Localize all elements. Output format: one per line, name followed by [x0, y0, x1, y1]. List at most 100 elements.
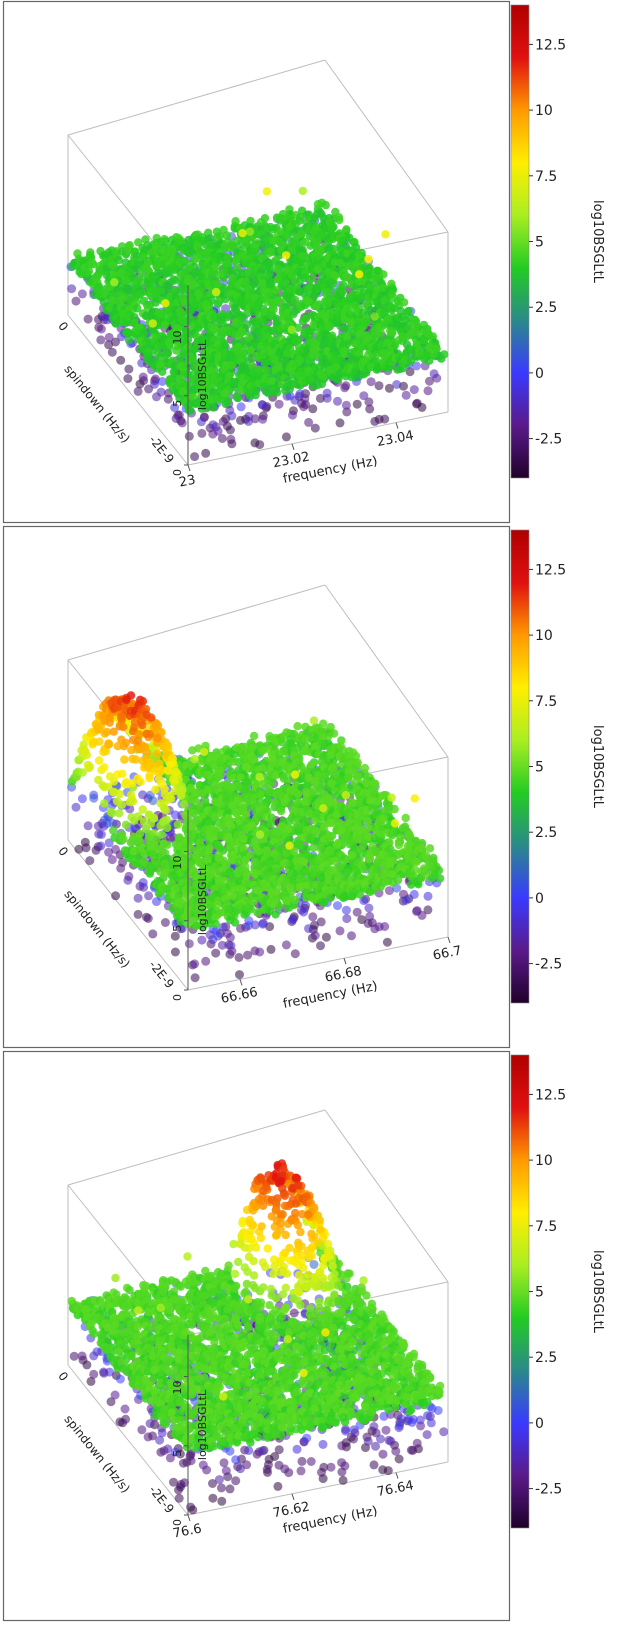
data-point	[272, 286, 280, 294]
data-point	[163, 841, 171, 849]
data-point	[146, 774, 154, 782]
data-point	[118, 801, 126, 809]
data-point	[238, 229, 246, 237]
base-slab-point	[144, 914, 153, 923]
data-point	[163, 824, 171, 832]
colorbar-tick-label: 5	[535, 235, 544, 251]
data-point	[136, 778, 144, 786]
base-slab-point	[82, 843, 91, 852]
base-slab-point	[365, 912, 374, 921]
base-slab-point	[410, 890, 419, 899]
data-point	[129, 797, 137, 805]
colorbar-tick-label: 7.5	[535, 169, 557, 185]
data-point	[379, 270, 387, 278]
base-slab-point	[424, 892, 433, 901]
data-point	[106, 718, 114, 726]
data-point	[161, 321, 169, 329]
base-slab-point	[218, 941, 227, 950]
data-point	[282, 251, 290, 259]
data-point	[381, 230, 389, 238]
data-point	[257, 218, 265, 226]
z-axis-tick-label: 5	[171, 400, 184, 407]
base-slab-point	[255, 440, 264, 449]
base-slab-point	[383, 938, 392, 947]
data-point	[188, 281, 196, 289]
base-slab-point	[144, 891, 153, 900]
data-point	[221, 389, 229, 397]
base-slab-point	[124, 365, 133, 374]
base-slab-point	[402, 391, 411, 400]
data-point	[307, 275, 315, 283]
base-slab-point	[134, 894, 143, 903]
base-slab-point	[191, 973, 200, 982]
data-point	[174, 820, 182, 828]
data-point	[229, 242, 237, 250]
data-point	[150, 814, 158, 822]
base-slab-point	[353, 400, 362, 409]
base-slab-point	[67, 284, 76, 293]
base-slab-point	[342, 401, 351, 410]
data-point	[400, 298, 408, 306]
data-point	[440, 350, 448, 358]
data-point	[88, 259, 96, 267]
data-point	[139, 697, 147, 705]
data-point	[246, 228, 254, 236]
z-axis-title: log10BSGLtL	[196, 339, 209, 410]
base-slab-point	[227, 411, 236, 420]
base-slab-point	[258, 401, 267, 410]
base-slab-point	[201, 957, 210, 966]
data-point	[194, 324, 202, 332]
base-slab-point	[138, 790, 147, 799]
data-point	[377, 328, 385, 336]
base-slab-point	[282, 432, 291, 441]
data-point	[364, 255, 372, 263]
data-point	[252, 387, 260, 395]
data-point	[119, 723, 127, 731]
data-point	[299, 252, 307, 260]
data-point	[95, 737, 103, 745]
base-slab-point	[333, 397, 342, 406]
base-slab-point	[375, 922, 384, 931]
data-point	[127, 691, 135, 699]
base-slab-point	[96, 335, 105, 344]
base-slab-point	[97, 325, 106, 334]
colorbar-tick-label: 12.5	[535, 37, 566, 53]
data-point	[110, 278, 118, 286]
base-slab-point	[190, 959, 199, 968]
base-slab-point	[299, 908, 308, 917]
data-point	[153, 734, 161, 742]
base-slab-point	[197, 417, 206, 426]
base-slab-point	[267, 945, 276, 954]
base-slab-point	[347, 931, 356, 940]
data-point	[86, 763, 94, 771]
base-slab-point	[342, 906, 351, 915]
base-slab-point	[78, 289, 87, 298]
base-slab-point	[103, 819, 112, 828]
data-point	[124, 328, 132, 336]
base-slab-point	[375, 415, 384, 424]
base-slab-point	[123, 374, 132, 383]
base-slab-point	[150, 380, 159, 389]
base-slab-point	[78, 794, 87, 803]
data-point	[147, 713, 155, 721]
data-point	[319, 372, 327, 380]
data-point	[118, 770, 126, 778]
colorbar-tick-label: 10	[535, 103, 553, 119]
data-point	[119, 835, 127, 843]
base-slab-point	[148, 929, 157, 938]
base-slab-point	[171, 810, 180, 819]
base-slab-point	[291, 949, 300, 958]
data-point	[299, 187, 307, 195]
data-point	[335, 216, 343, 224]
data-point	[95, 756, 103, 764]
base-slab-point	[282, 940, 291, 949]
data-point	[186, 406, 194, 414]
base-slab-point	[410, 385, 419, 394]
base-slab-point	[430, 369, 439, 378]
data-point	[223, 313, 231, 321]
data-point	[149, 319, 157, 327]
data-point	[163, 816, 171, 824]
data-point	[122, 739, 130, 747]
base-slab-point	[336, 926, 345, 935]
